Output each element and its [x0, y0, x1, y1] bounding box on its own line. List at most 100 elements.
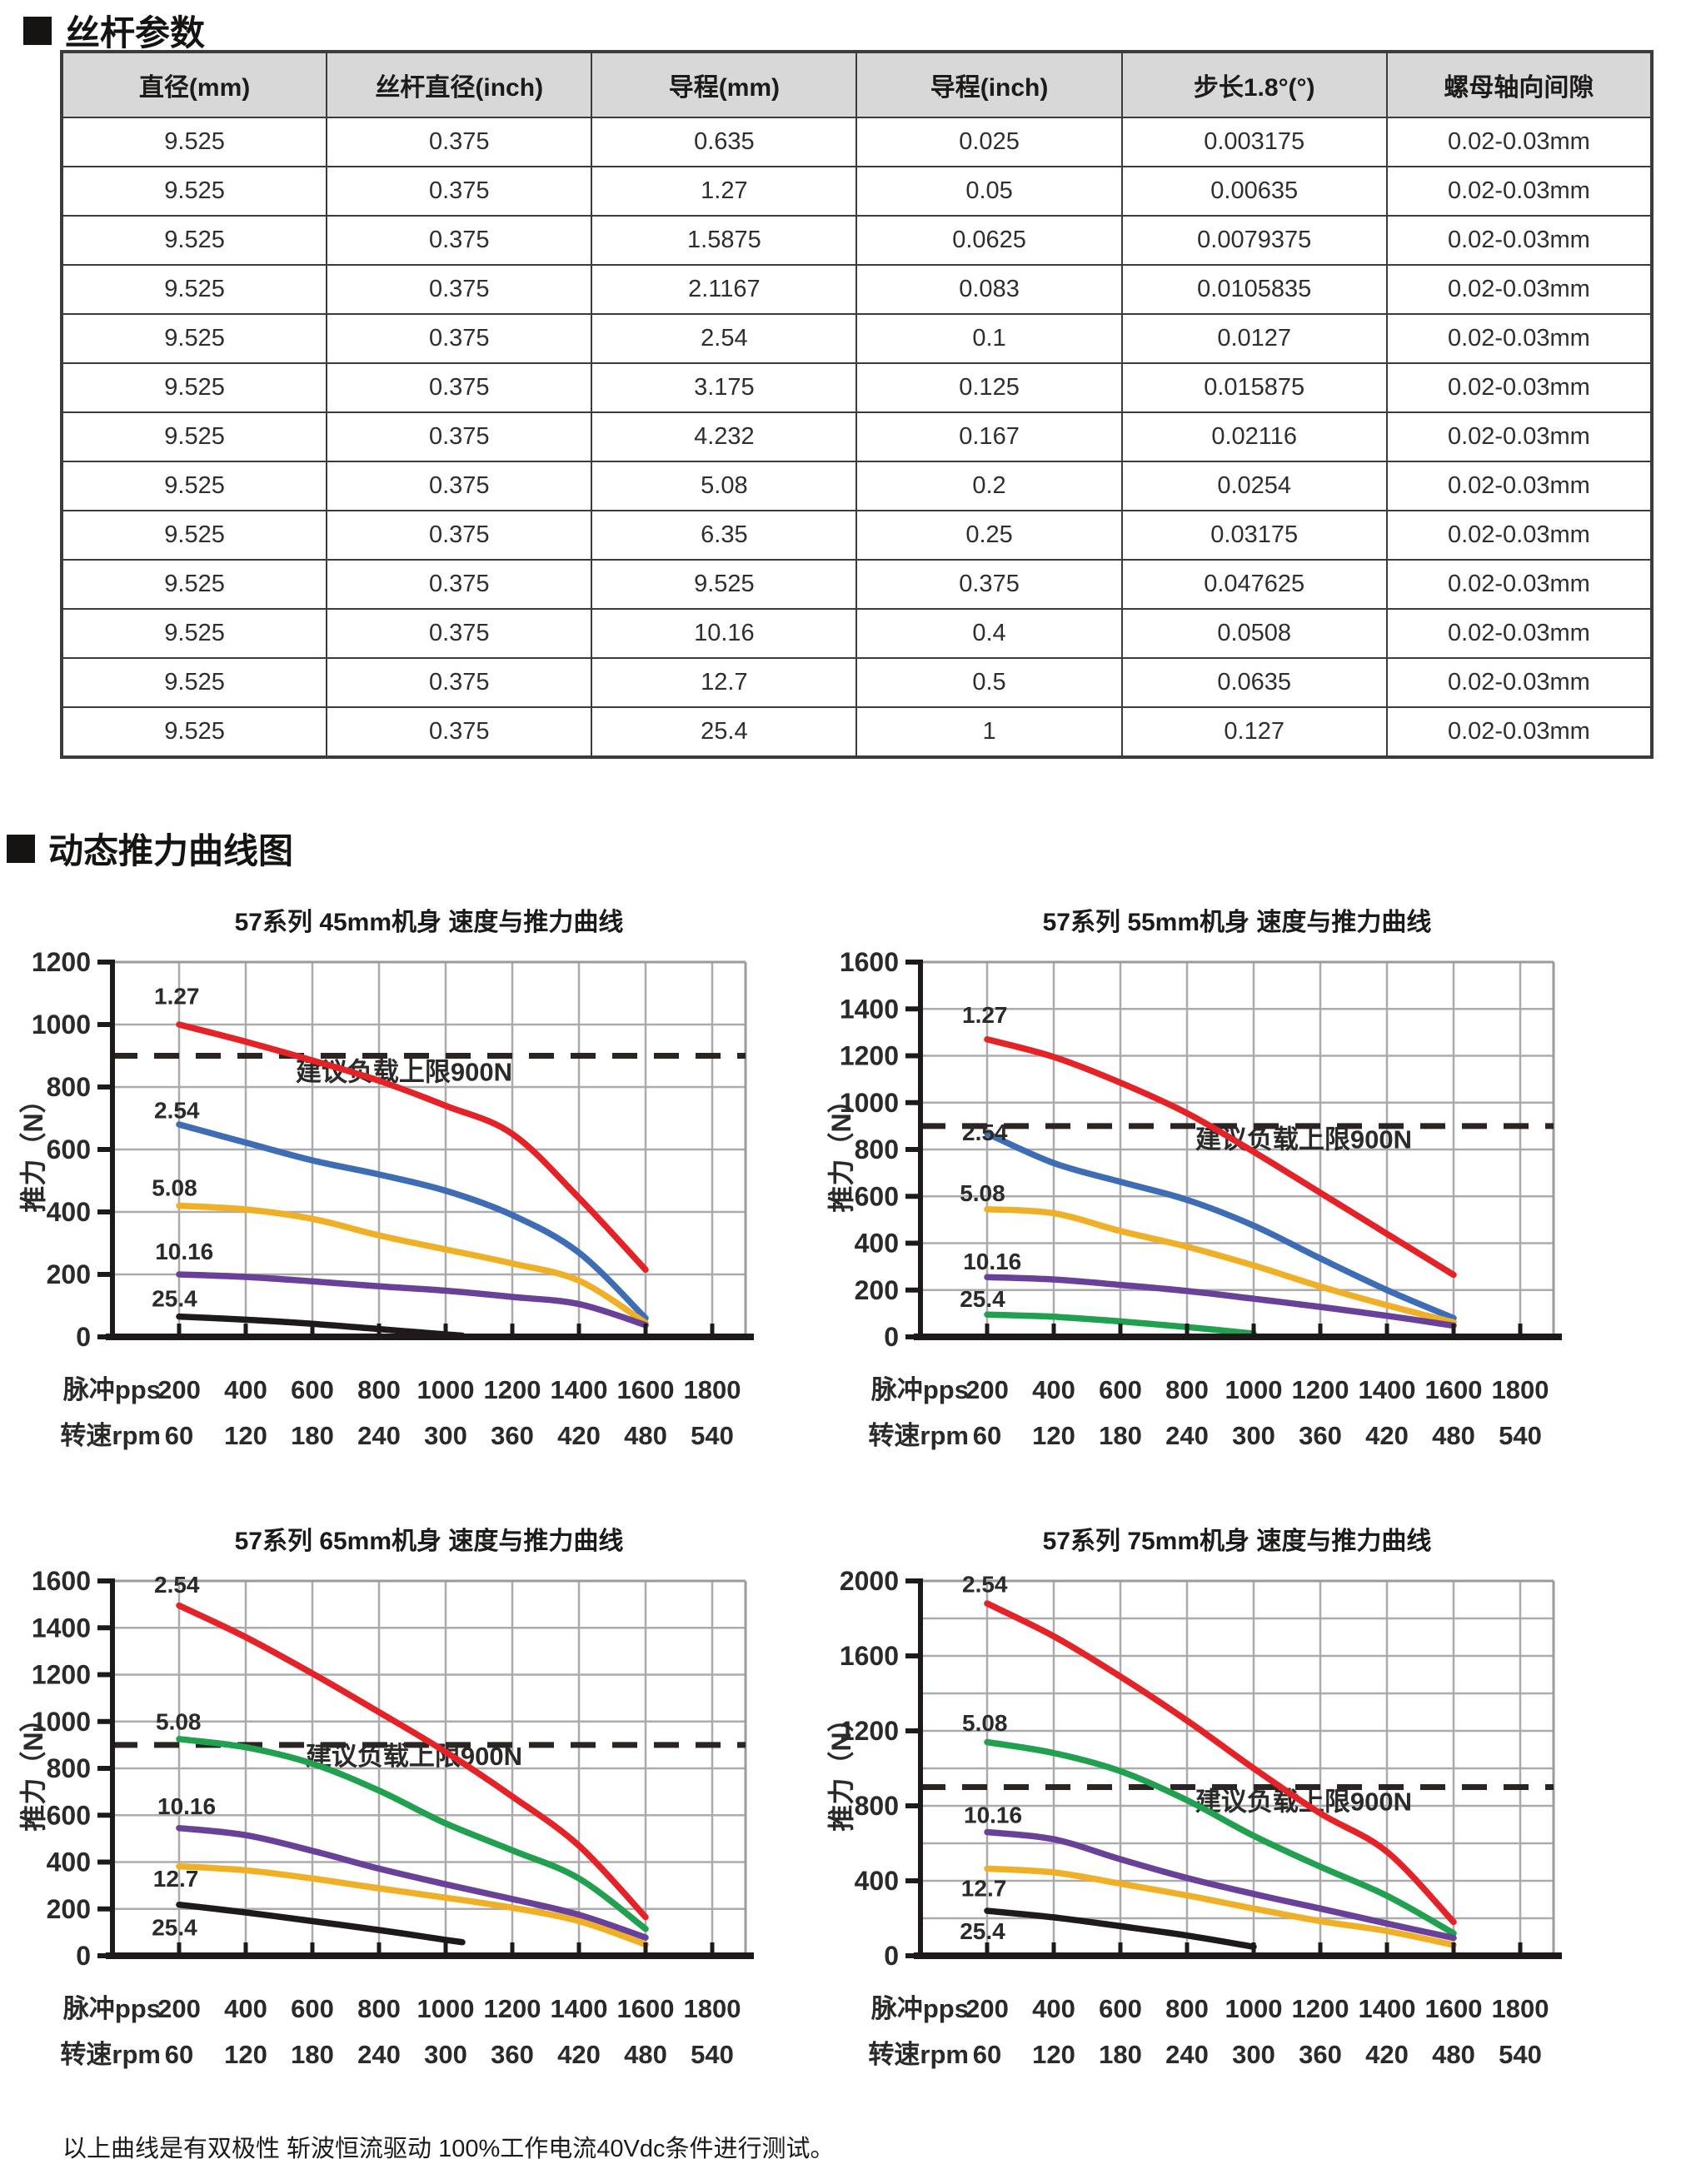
- x-axis-speed-title: 转速rpm: [868, 1421, 969, 1450]
- table-cell: 0.375: [326, 510, 593, 561]
- x-pulse-tick-label: 1000: [1225, 1994, 1283, 2023]
- x-speed-tick-label: 180: [291, 1421, 334, 1450]
- table-cell: 9.525: [60, 166, 328, 217]
- y-tick-label: 800: [855, 1134, 899, 1164]
- y-tick-label: 0: [76, 1941, 91, 1971]
- x-axis-pulse-title: 脉冲pps: [63, 1994, 161, 2023]
- x-pulse-tick-label: 1600: [1425, 1375, 1483, 1404]
- column-header: 导程(inch): [855, 51, 1123, 118]
- table-row: 9.525 0.375 1.5875 0.0625 0.0079375 0.02-0.03…: [60, 215, 1654, 266]
- x-axis-speed-title: 转速rpm: [868, 2040, 969, 2069]
- y-tick-label: 800: [855, 1791, 899, 1821]
- y-tick-label: 400: [855, 1229, 899, 1259]
- y-tick-label: 1000: [32, 1010, 91, 1040]
- column-header: 导程(mm): [591, 51, 858, 118]
- column-header: 步长1.8°(°): [1120, 51, 1388, 118]
- table-cell: 0.635: [591, 117, 858, 167]
- table-cell: 0.0625: [855, 215, 1123, 266]
- curve-label-10.16: 10.16: [157, 1793, 216, 1819]
- x-pulse-tick-label: 800: [357, 1375, 401, 1404]
- table-cell: 4.232: [591, 411, 858, 462]
- x-pulse-tick-label: 200: [157, 1375, 201, 1404]
- x-speed-tick-label: 120: [1032, 1421, 1075, 1450]
- x-speed-tick-label: 540: [691, 1421, 734, 1450]
- screw-params-table: 直径(mm) 丝杆直径(inch) 导程(mm) 导程(inch) 步长1.8°(°) 螺…: [60, 50, 1654, 759]
- table-cell: 0.25: [855, 510, 1123, 561]
- x-speed-tick-label: 240: [1165, 2040, 1209, 2069]
- table-cell: 0.015875: [1120, 362, 1388, 413]
- x-pulse-tick-label: 1400: [1359, 1375, 1416, 1404]
- x-pulse-tick-label: 400: [224, 1994, 267, 2023]
- table-cell: 9.525: [60, 706, 328, 758]
- table-cell: 0.047625: [1120, 559, 1388, 610]
- table-cell: 6.35: [591, 510, 858, 561]
- curve-lead-10.16: [984, 1274, 1457, 1329]
- table-cell: 9.525: [60, 608, 328, 659]
- x-speed-tick-label: 60: [973, 2040, 1001, 2069]
- x-pulse-tick-label: 1200: [484, 1375, 541, 1404]
- table-cell: 9.525: [60, 461, 328, 511]
- curve-label-2.54: 2.54: [154, 1098, 200, 1124]
- x-pulse-tick-label: 200: [965, 1994, 1009, 2023]
- screw-params-table-header-row: 直径(mm) 丝杆直径(inch) 导程(mm) 导程(inch) 步长1.8°(°) 螺…: [60, 51, 1654, 118]
- table-row: 9.525 0.375 4.232 0.167 0.02116 0.02-0.03mm: [60, 411, 1654, 462]
- y-tick-label: 0: [884, 1941, 899, 1971]
- section-title-text: 丝杆参数: [65, 13, 206, 52]
- table-cell: 9.525: [60, 411, 328, 462]
- curve-lead-2.54: [984, 1130, 1457, 1322]
- table-row: 9.525 0.375 0.635 0.025 0.003175 0.02-0.03mm: [60, 117, 1654, 167]
- x-pulse-tick-label: 1800: [684, 1994, 741, 2023]
- curve-lead-2.54: [176, 1121, 649, 1322]
- curve-lead-12.7: [984, 1865, 1457, 1948]
- curve-lead-25.4: [984, 1907, 1257, 1950]
- table-cell: 0.00635: [1120, 166, 1388, 217]
- x-pulse-tick-label: 1400: [551, 1375, 608, 1404]
- curve-label-5.08: 5.08: [152, 1175, 197, 1201]
- table-row: 9.525 0.375 5.08 0.2 0.0254 0.02-0.03mm: [60, 461, 1654, 511]
- x-pulse-tick-label: 400: [1032, 1375, 1075, 1404]
- x-speed-tick-label: 360: [1299, 1421, 1342, 1450]
- y-tick-label: 600: [855, 1181, 899, 1211]
- table-cell: 0.375: [326, 215, 593, 266]
- table-cell: 0.2: [855, 461, 1123, 511]
- x-pulse-tick-label: 1200: [1292, 1375, 1349, 1404]
- section-title-thrust-curves: 动态推力曲线图: [7, 823, 293, 874]
- x-pulse-tick-label: 1000: [1225, 1375, 1283, 1404]
- curve-lead-5.08: [984, 1205, 1457, 1326]
- table-cell: 0.02-0.03mm: [1385, 264, 1654, 315]
- table-cell: 0.127: [1120, 706, 1388, 758]
- x-pulse-tick-label: 1600: [617, 1994, 675, 2023]
- y-tick-label: 1200: [32, 947, 91, 977]
- x-pulse-tick-label: 600: [1099, 1994, 1142, 2023]
- x-speed-tick-label: 300: [1232, 2040, 1275, 2069]
- thrust-chart-65mm: 建议负载上限900N 2.54 5.08 10.16 12.7 25.4 0 200 400 60…: [12, 1514, 837, 2089]
- table-cell: 0.375: [326, 117, 593, 167]
- curve-lead-1.27: [176, 1021, 649, 1274]
- table-cell: 9.525: [60, 559, 328, 610]
- table-cell: 0.375: [326, 313, 593, 364]
- table-cell: 0.003175: [1120, 117, 1388, 167]
- thrust-chart-45mm: 建议负载上限900N 1.27 2.54 5.08 10.16 25.4 0 200 400 60…: [12, 895, 837, 1470]
- table-cell: 0.375: [326, 166, 593, 217]
- table-cell: 0.125: [855, 362, 1123, 413]
- table-cell: 0.025: [855, 117, 1123, 167]
- table-cell: 0.02-0.03mm: [1385, 313, 1654, 364]
- thrust-chart-75mm: 建议负载上限900N 2.54 5.08 10.16 12.7 25.4 0 400 800 12…: [821, 1514, 1645, 2089]
- table-cell: 0.02-0.03mm: [1385, 215, 1654, 266]
- column-header: 丝杆直径(inch): [326, 51, 593, 118]
- x-speed-tick-label: 420: [557, 1421, 601, 1450]
- x-speed-tick-label: 300: [424, 1421, 467, 1450]
- table-cell: 0.167: [855, 411, 1123, 462]
- y-tick-label: 200: [47, 1259, 91, 1289]
- x-pulse-tick-label: 1400: [1359, 1994, 1416, 2023]
- table-cell: 0.02-0.03mm: [1385, 510, 1654, 561]
- chart-canvas: 建议负载上限900N2.545.0810.1612.725.4040080012…: [826, 1528, 1562, 2069]
- x-axis-pulse-title: 脉冲pps: [871, 1994, 969, 2023]
- table-cell: 0.02-0.03mm: [1385, 608, 1654, 659]
- x-speed-tick-label: 180: [291, 2040, 334, 2069]
- curve-lead-2.54: [984, 1600, 1457, 1926]
- y-tick-label: 400: [47, 1847, 91, 1877]
- table-cell: 0.02-0.03mm: [1385, 362, 1654, 413]
- curve-lead-5.08: [984, 1738, 1457, 1937]
- table-cell: 0.0127: [1120, 313, 1388, 364]
